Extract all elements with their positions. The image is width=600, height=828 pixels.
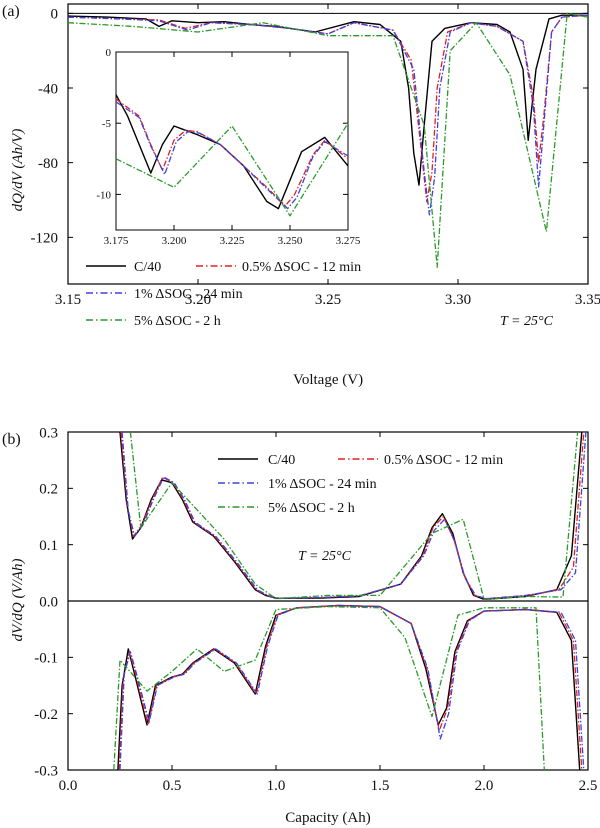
panel-a-ylabel: dQ/dV (Ah/V) [10,129,26,212]
legend-a-1: 1% ΔSOC - 24 min [134,287,243,302]
legend-a-05: 0.5% ΔSOC - 12 min [242,260,361,275]
inset-xtick-label: 3.225 [220,235,245,247]
panel-a-annotation: T = 25°C [500,314,554,329]
inset-xtick-label: 3.250 [278,235,303,247]
panel-b: (b) 0.0 0.5 1.0 1.5 2.0 2.5 0.3 0.2 0.1 0.0 -0.1 -0… [2,425,597,826]
panel-a-ytick-label: 0 [51,7,59,23]
panel-a-label: (a) [2,3,20,20]
panel-b-ytick-label: 0.3 [39,425,58,441]
legend-b-5: 5% ΔSOC - 2 h [268,501,355,516]
panel-b-annotation: T = 25°C [298,549,352,564]
panel-b-label: (b) [2,431,21,448]
panel-a-ytick-label: -120 [31,231,59,247]
panel-b-xlabel: Capacity (Ah) [285,810,370,826]
panel-a-xtick-label: 3.35 [575,292,600,308]
panel-a-xtick-label: 3.25 [315,292,341,308]
panel-b-ytick-label: 0.2 [39,482,58,498]
inset-plot-area [116,52,348,230]
inset-ytick-label: 0 [106,47,112,59]
panel-b-ytick-label: -0.3 [34,763,58,779]
inset-xtick-label: 3.200 [162,235,187,247]
panel-a-ytick-label: -80 [38,156,58,172]
legend-b-c40: C/40 [268,453,295,468]
inset-xtick-label: 3.175 [104,235,129,247]
panel-b-xtick-label: 0.5 [163,778,182,794]
legend-a-5: 5% ΔSOC - 2 h [134,314,221,329]
panel-b-ytick-label: 0.1 [39,538,58,554]
panel-b-xtick-label: 0.0 [59,778,78,794]
panel-b-ytick-label: -0.1 [34,651,58,667]
panel-a: (a) 3.15 3.20 3.25 3.30 3.350-40-80-120 3.17… [2,3,600,388]
panel-a-xtick-label: 3.15 [55,292,81,308]
panel-a-xlabel: Voltage (V) [293,372,363,388]
legend-a-c40: C/40 [134,260,161,275]
inset-ytick-label: -10 [96,189,111,201]
inset-xtick-label: 3.275 [336,235,361,247]
panel-b-ytick-label: 0.0 [39,594,58,610]
figure: (a) 3.15 3.20 3.25 3.30 3.350-40-80-120 3.17… [0,0,600,828]
panel-b-ylabel: dV/dQ (V/Ah) [10,559,26,642]
panel-b-xtick-label: 1.5 [371,778,390,794]
panel-b-xtick-label: 2.5 [579,778,598,794]
panel-b-ytick-label: -0.2 [34,707,58,723]
legend-b-1: 1% ΔSOC - 24 min [268,477,377,492]
panel-a-xtick-label: 3.30 [445,292,471,308]
inset-ytick-label: -5 [102,118,112,130]
panel-a-ytick-label: -40 [38,81,58,97]
legend-b-05: 0.5% ΔSOC - 12 min [384,453,503,468]
panel-b-xtick-label: 2.0 [475,778,494,794]
panel-b-xtick-label: 1.0 [267,778,286,794]
